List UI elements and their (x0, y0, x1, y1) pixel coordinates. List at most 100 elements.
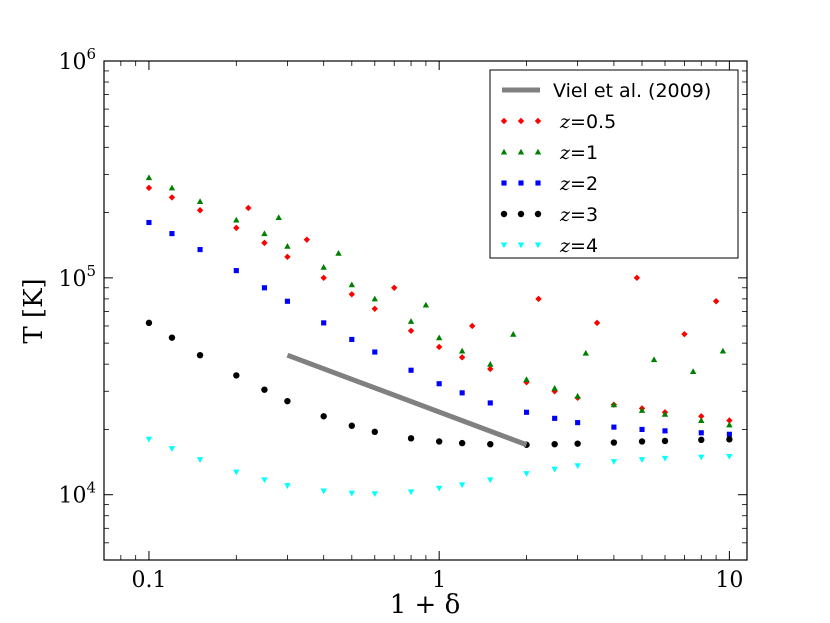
series-3-point (575, 420, 581, 426)
series-2-point (551, 384, 558, 391)
series-5-point (196, 457, 204, 463)
series-1-point (726, 417, 733, 424)
series-4-point (638, 438, 646, 445)
series-1-point (698, 413, 705, 420)
series-2-point (661, 411, 669, 417)
series-3-point (372, 349, 378, 355)
viel-line-layer (286, 352, 528, 448)
legend-marker-swatch (517, 117, 525, 125)
legend-marker-swatch (517, 242, 525, 249)
series-5-point (371, 491, 378, 497)
series-5-point (458, 482, 466, 489)
series-2-point (510, 330, 517, 337)
series-5-point (348, 490, 356, 497)
series-1-point (196, 207, 204, 214)
series-2-point (196, 198, 204, 205)
legend-marker-swatch (500, 117, 508, 125)
legend-marker-swatch (501, 180, 507, 186)
series-2-point (638, 407, 646, 413)
legend-box (489, 69, 739, 259)
series-4-point (284, 397, 291, 405)
series-2-point (320, 263, 327, 270)
series-3-point (552, 415, 558, 421)
series-4-point (168, 334, 176, 341)
legend-entry-label: Viel et al. (2009) (553, 80, 711, 102)
x-tick-label: 10 (715, 568, 743, 593)
series-5-point (320, 488, 327, 495)
series-1-point (284, 253, 291, 261)
series-5-point (487, 477, 494, 484)
series-5-point (726, 453, 733, 460)
series-4-point (407, 435, 415, 442)
series-5-point (661, 455, 669, 462)
legend-marker-swatch (517, 148, 525, 155)
series-1-point (633, 274, 641, 282)
series-2-point (719, 347, 727, 354)
series-3-point (197, 247, 203, 253)
series-3-point (261, 285, 268, 291)
series-4-point (661, 437, 669, 445)
series-3-point (523, 409, 530, 415)
series-1-point (435, 343, 443, 351)
series-1-point (487, 365, 494, 373)
legend-marker-swatch (534, 117, 542, 125)
series-4-point (726, 436, 733, 443)
y-tick-label: 105 (58, 262, 96, 292)
series-5-point (261, 477, 268, 484)
series-4-point (458, 439, 466, 447)
series-3-point (611, 424, 617, 430)
legend-marker-swatch (535, 180, 541, 186)
series-1-point (535, 295, 542, 303)
series-1-point (168, 194, 176, 201)
series-2-point (168, 184, 176, 191)
series-2-point (275, 214, 282, 220)
series-2-point (689, 368, 697, 375)
series-5-point (407, 489, 415, 496)
series-4-point (551, 440, 558, 448)
series-1-point (261, 239, 268, 247)
series-2-point (523, 376, 530, 383)
y-tick-label: 104 (58, 479, 96, 509)
series-1-point (371, 305, 378, 312)
series-5-point (574, 463, 581, 469)
series-4-point (698, 436, 705, 444)
series-3-point (459, 390, 465, 396)
legend-entry-label: z=4 (559, 235, 598, 257)
series-4-point (320, 413, 327, 420)
series-4-point (435, 438, 443, 445)
legend-entry-label: z=2 (559, 173, 598, 195)
legend-marker-swatch (534, 242, 542, 249)
series-3-point (487, 400, 493, 406)
series-3-point (639, 426, 645, 432)
series-5-point (168, 446, 176, 452)
series-1-point (303, 236, 311, 243)
series-5-point (435, 485, 443, 492)
series-1-point (391, 284, 398, 291)
x-tick-label: 1 (432, 568, 446, 593)
legend-entry-label: z=3 (559, 204, 598, 226)
series-2-point (284, 242, 291, 249)
series-5-point (284, 483, 291, 489)
series-1-point (712, 298, 720, 305)
legend-marker-swatch (534, 148, 542, 155)
series-3-point (436, 381, 442, 387)
series-1-point (469, 322, 476, 330)
legend-entry-label: z=1 (559, 142, 598, 164)
series-2-point (574, 392, 581, 399)
y-tick-label: 106 (58, 45, 96, 75)
legend-marker-swatch (500, 242, 508, 249)
series-1-point (245, 204, 252, 212)
series-2-point (407, 318, 415, 324)
series-4-point (610, 439, 618, 446)
legend-marker-swatch (500, 148, 508, 155)
series-4-point (487, 440, 494, 448)
series-2-point (610, 401, 618, 408)
legend-entry-label: z=0.5 (559, 111, 616, 133)
series-5-point (698, 454, 705, 461)
series-1-point (407, 327, 415, 335)
series-5-point (523, 471, 530, 477)
series-3-point (698, 430, 704, 436)
series-3-point (284, 298, 290, 304)
series-3-point (349, 336, 355, 343)
series-3-point (726, 431, 732, 437)
